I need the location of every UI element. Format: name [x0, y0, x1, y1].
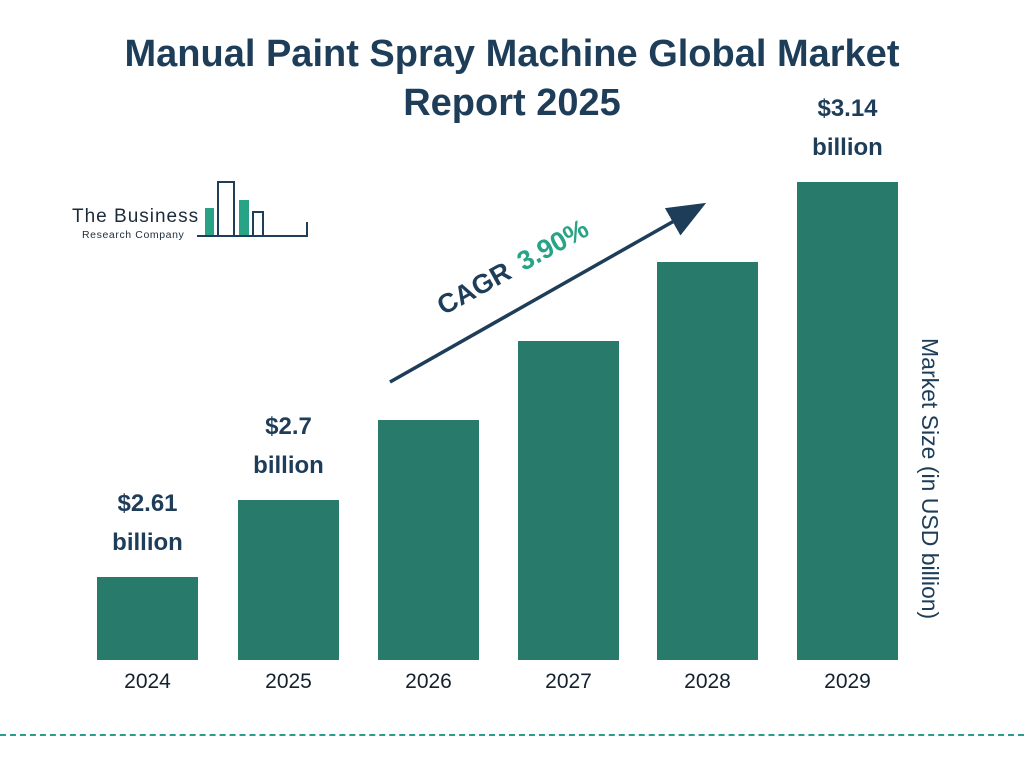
bar-value-label-2029: $3.14 billion	[812, 95, 883, 161]
bar-group-2029: $3.14 billion 2029	[797, 90, 898, 693]
x-axis-label-2027: 2027	[545, 670, 592, 693]
bar-group-2024: $2.61 billion 2024	[97, 485, 198, 693]
logo-text-line1: The Business	[72, 206, 200, 227]
bar-2029	[797, 182, 898, 660]
bar-value-label-2025: $2.7 billion	[253, 413, 324, 479]
bar-group-2028: 2028	[657, 262, 758, 693]
bar-2024	[97, 577, 198, 660]
bottom-dashed-divider	[0, 734, 1024, 736]
page-title: Manual Paint Spray Machine Global Market…	[124, 33, 900, 124]
y-axis-title: Market Size (in USD billion)	[917, 338, 943, 620]
bar-2027	[518, 341, 619, 660]
logo-bar-chart-icon	[197, 178, 347, 253]
bar-value-label-2024: $2.61 billion	[112, 490, 183, 556]
logo-text: The Business Research Company	[72, 206, 199, 241]
logo-text-line2: Research Company	[82, 229, 185, 241]
cagr-trend-arrow	[389, 202, 707, 384]
bar-2026	[378, 420, 479, 660]
bar-2025	[238, 500, 339, 660]
company-logo: The Business Research Company	[72, 178, 308, 248]
bar-group-2027: 2027	[518, 341, 619, 693]
x-axis-label-2025: 2025	[265, 670, 312, 693]
bar-2028	[657, 262, 758, 660]
x-axis-label-2028: 2028	[684, 670, 731, 693]
bar-group-2026: 2026	[378, 420, 479, 693]
x-axis-label-2024: 2024	[124, 670, 171, 693]
bar-group-2025: $2.7 billion 2025	[238, 408, 339, 693]
x-axis-label-2029: 2029	[824, 670, 871, 693]
x-axis-label-2026: 2026	[405, 670, 452, 693]
